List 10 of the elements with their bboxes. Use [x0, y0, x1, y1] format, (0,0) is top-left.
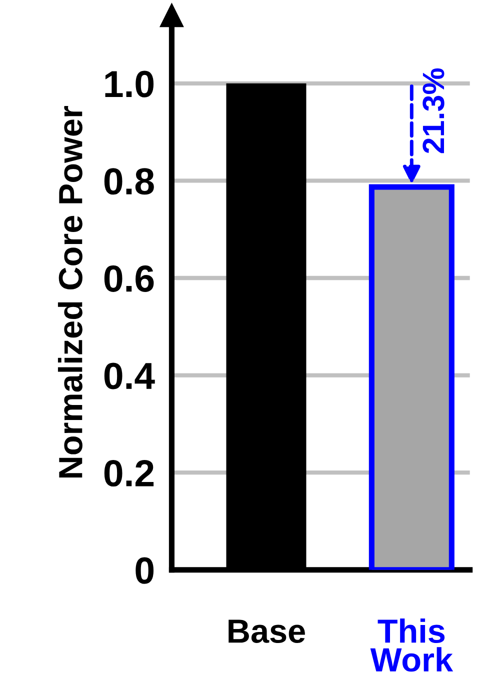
- y-tick-label: 0.6: [104, 265, 154, 292]
- annotation: 21.3%: [422, 68, 444, 154]
- y-tick-label: 0.8: [104, 168, 154, 195]
- y-tick-label: 0.4: [104, 362, 155, 390]
- y-tick-label: 0.2: [104, 460, 154, 487]
- y-tick-label: 0: [136, 557, 154, 584]
- x-tick-label: This Work: [370, 618, 454, 672]
- y-tick-label: 1.0: [105, 70, 154, 98]
- x-tick-label: Base: [228, 620, 305, 643]
- y-axis-title: Normalized Core Power: [58, 106, 82, 478]
